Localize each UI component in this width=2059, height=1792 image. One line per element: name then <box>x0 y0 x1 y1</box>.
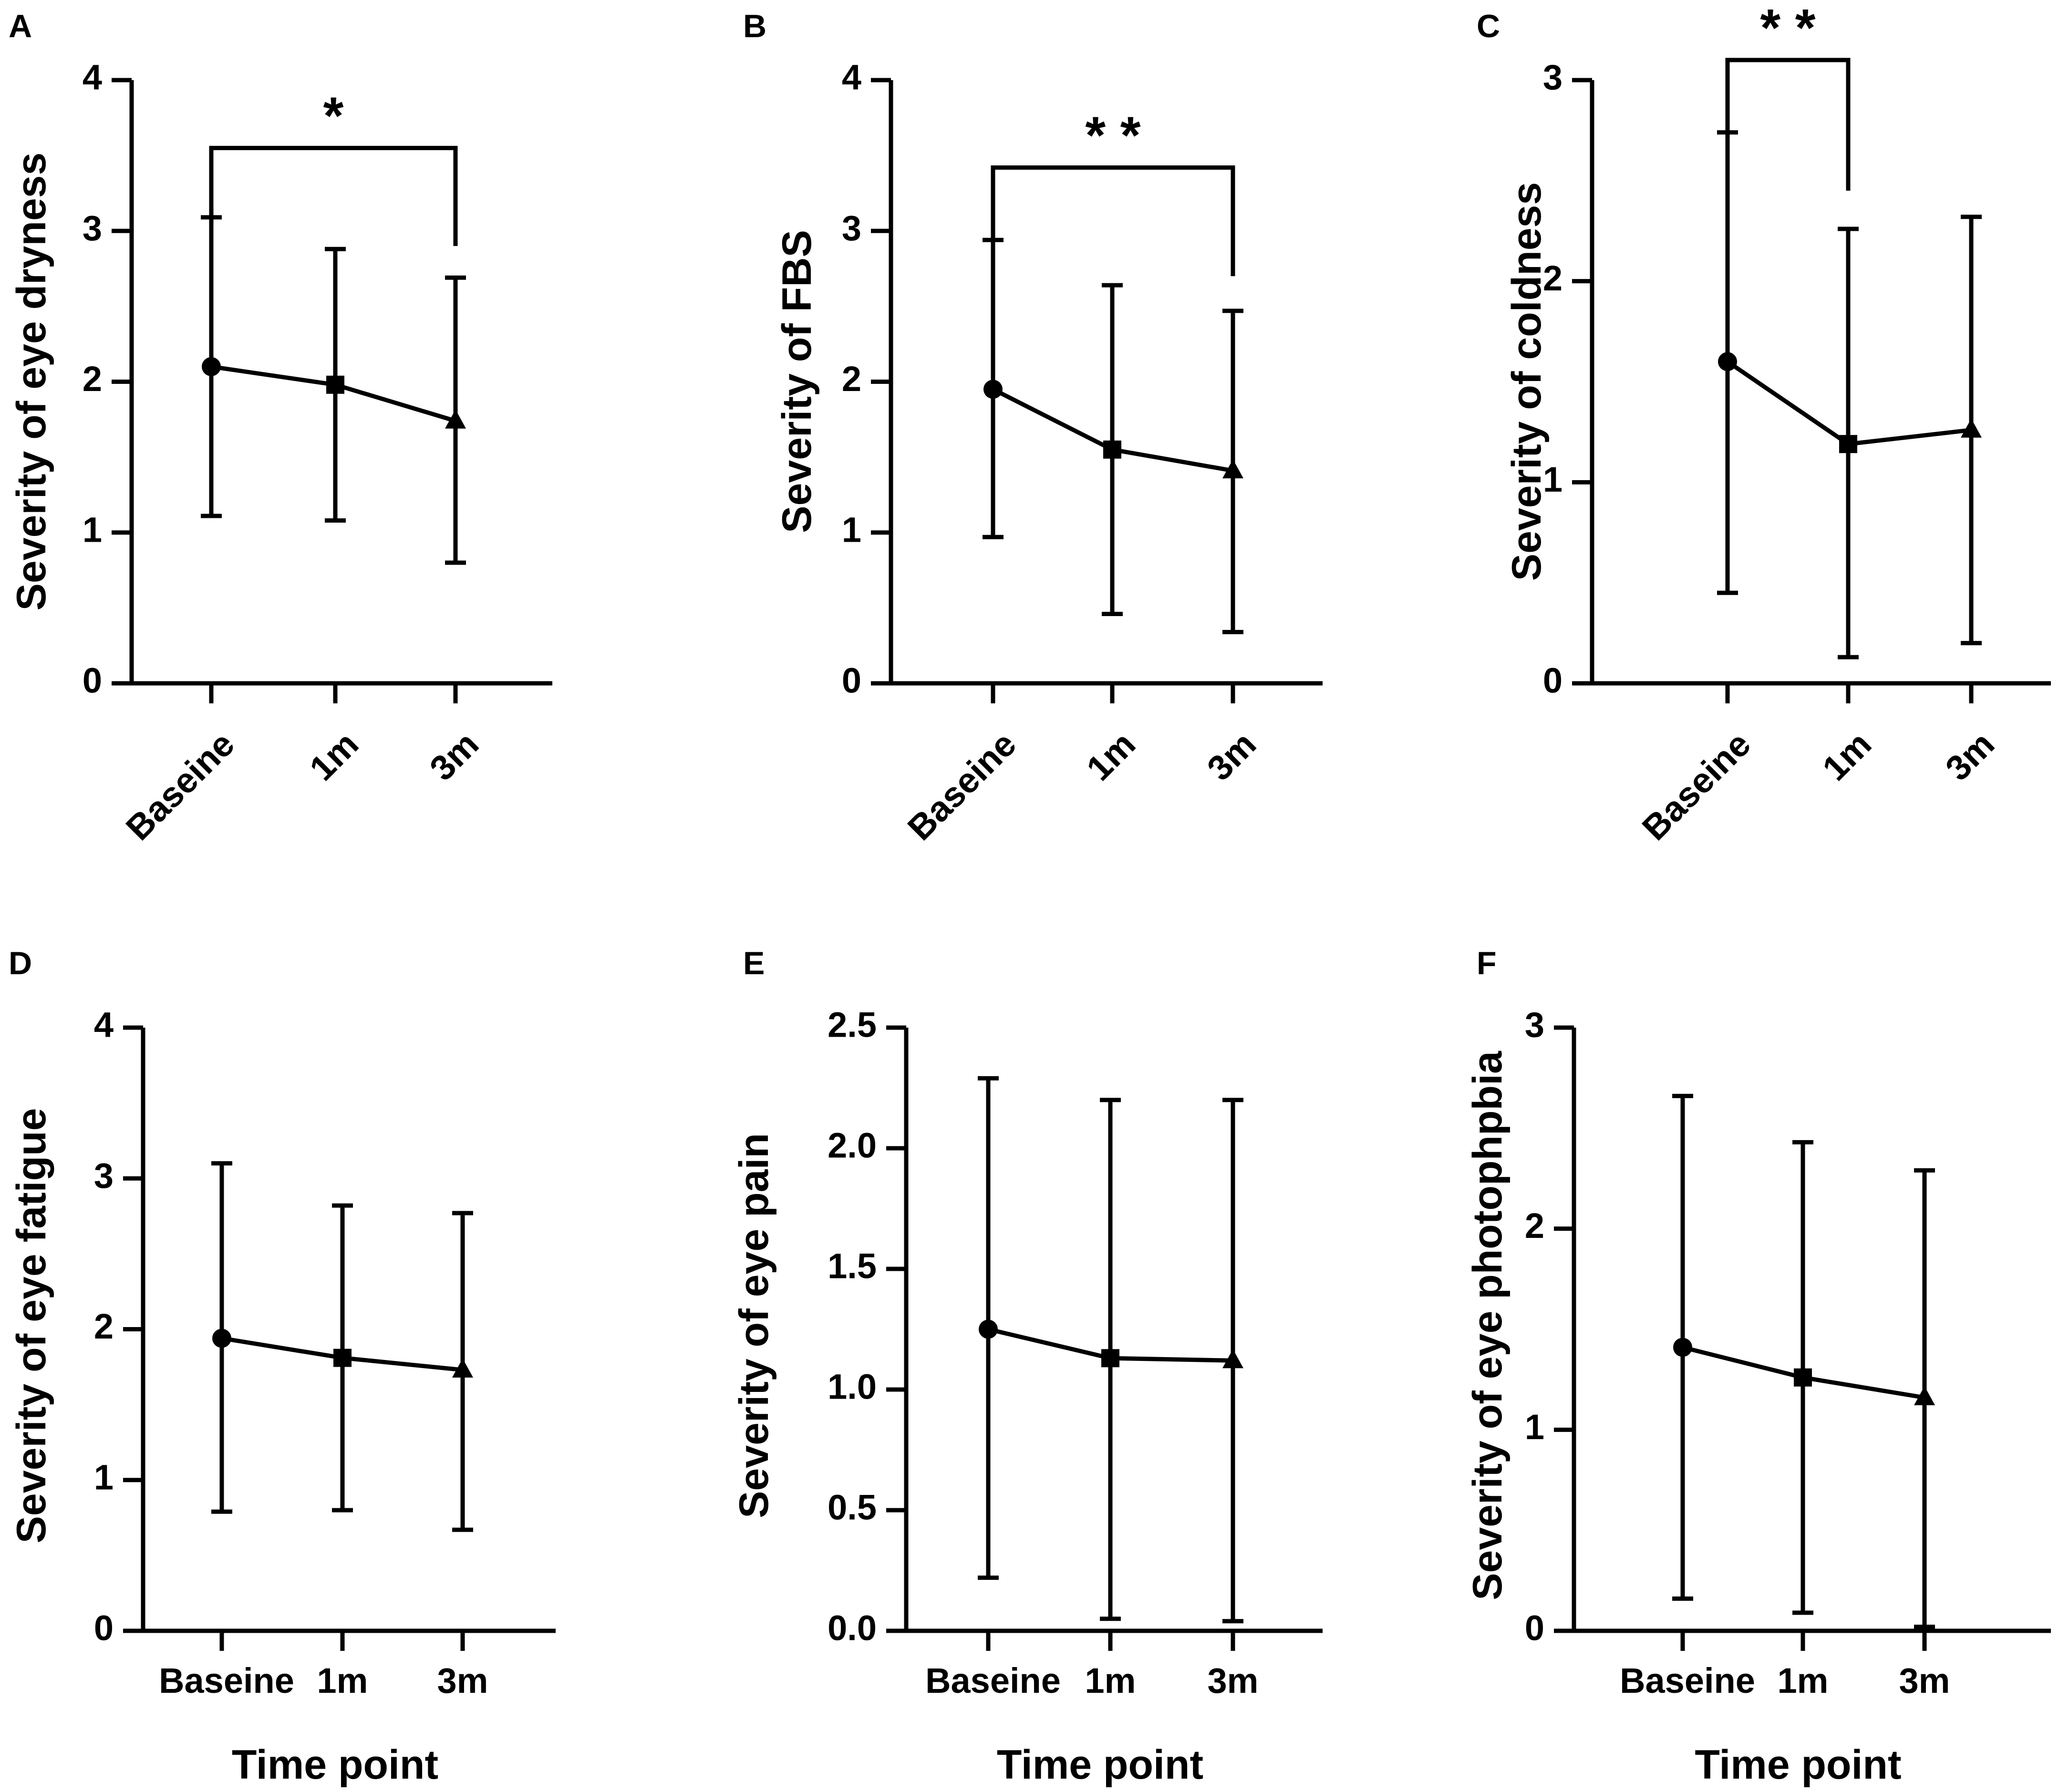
y-tick-label: 2 <box>842 359 861 399</box>
y-tick-label: 2.5 <box>828 1005 877 1045</box>
y-tick-label: 4 <box>94 1005 114 1045</box>
x-tick-label: 3m <box>1899 1661 1950 1700</box>
y-tick-label: 1 <box>842 510 861 549</box>
y-tick-label: 1 <box>1543 460 1562 499</box>
x-tick-label: 3m <box>437 1661 488 1700</box>
data-point-square <box>333 1349 352 1367</box>
y-tick-label: 4 <box>83 58 102 97</box>
data-point-circle <box>202 357 221 376</box>
y-tick-label: 0 <box>842 661 861 700</box>
data-point-triangle <box>1222 459 1243 479</box>
x-tick-label: Baseine <box>925 1661 1061 1700</box>
x-tick-label: Baseine <box>900 724 1024 848</box>
y-tick-label: 0.0 <box>828 1608 877 1648</box>
significance-bracket <box>991 165 1235 277</box>
significance-bracket <box>1725 58 1851 191</box>
x-tick-label: 3m <box>422 724 486 788</box>
panel-label: C <box>1477 8 1500 44</box>
y-tick-label: 3 <box>94 1156 114 1195</box>
x-tick-label: 1m <box>317 1661 368 1700</box>
significance-label: * <box>323 86 344 145</box>
data-point-circle <box>983 380 1003 399</box>
panel-b: B 0 1 2 3 4 Baseine 1m 3m Severity of FBS * * <box>743 8 1323 848</box>
panel-e: E 0.0 0.5 1.0 1.5 2.0 2.5 Baseine 1m 3m Severity o… <box>731 945 1323 1788</box>
y-tick-label: 1 <box>1525 1407 1544 1447</box>
x-tick-label: 1m <box>1085 1661 1136 1700</box>
data-point-square <box>1839 435 1857 453</box>
x-tick-label: Baseine <box>1620 1661 1755 1700</box>
y-axis-label: Severity of eye fatigue <box>9 1108 54 1544</box>
data-point-square <box>1101 1349 1119 1368</box>
data-point-triangle <box>1961 418 1982 438</box>
x-tick-label: 3m <box>1200 724 1263 788</box>
y-tick-label: 2 <box>83 359 102 399</box>
panel-label: E <box>743 945 765 981</box>
data-point-triangle <box>452 1358 473 1378</box>
x-tick-label: Baseine <box>118 724 242 848</box>
significance-label: * * <box>1760 0 1815 57</box>
y-axis-label: Severity of eye photophpbia <box>1465 1050 1511 1600</box>
panel-label: F <box>1477 945 1497 981</box>
x-tick-label: 1m <box>302 724 366 788</box>
data-point-triangle <box>1222 1349 1243 1369</box>
data-point-triangle <box>445 409 466 429</box>
data-point-square <box>1794 1368 1812 1387</box>
x-tick-label: Baseine <box>1635 724 1758 848</box>
y-axis-label: Severity of coldness <box>1504 182 1550 581</box>
x-axis-label: Time point <box>1695 1742 1901 1788</box>
x-tick-label: 3m <box>1208 1661 1259 1700</box>
x-tick-label: 1m <box>1079 724 1143 788</box>
data-point-triangle <box>1914 1386 1935 1405</box>
y-tick-label: 0.5 <box>828 1488 877 1527</box>
x-tick-label: Baseine <box>159 1661 294 1700</box>
panel-c: C 0 1 2 3 Baseine 1m 3m Severity of coldness * * <box>1477 0 2051 848</box>
y-tick-label: 3 <box>1525 1005 1544 1045</box>
y-tick-label: 0 <box>1525 1608 1544 1648</box>
panel-label: D <box>9 945 32 981</box>
y-axis-label: Severity of eye dryness <box>9 153 54 611</box>
y-tick-label: 1.0 <box>828 1367 877 1407</box>
y-tick-label: 2 <box>1525 1206 1544 1246</box>
y-tick-label: 3 <box>1543 58 1562 97</box>
significance-label: * * <box>1085 106 1140 165</box>
y-tick-label: 3 <box>842 208 861 248</box>
x-tick-label: 1m <box>1815 724 1879 788</box>
y-tick-label: 2 <box>1543 258 1562 298</box>
y-tick-label: 0 <box>83 661 102 700</box>
y-tick-label: 2.0 <box>828 1126 877 1165</box>
y-axis-label: Severity of eye pain <box>731 1133 777 1518</box>
y-tick-label: 0 <box>94 1608 114 1648</box>
panel-label: A <box>9 8 32 44</box>
y-axis-label: Severity of FBS <box>774 230 820 533</box>
data-point-circle <box>1673 1338 1692 1357</box>
x-tick-label: 3m <box>1938 724 2002 788</box>
panel-label: B <box>743 8 766 44</box>
data-point-circle <box>1718 352 1737 371</box>
y-tick-label: 1 <box>83 510 102 549</box>
panel-a: A 0 1 2 3 4 Baseine 1m 3m Severity of eye dryness… <box>9 8 552 848</box>
data-point-square <box>326 375 344 394</box>
y-tick-label: 4 <box>842 58 861 97</box>
x-tick-label: 1m <box>1778 1661 1829 1700</box>
y-tick-label: 0 <box>1543 661 1562 700</box>
significance-bracket <box>209 145 458 246</box>
data-point-circle <box>979 1319 998 1339</box>
panel-d: D 0 1 2 3 4 Baseine 1m 3m Severity of eye fatigue… <box>9 945 556 1788</box>
y-tick-label: 2 <box>94 1307 114 1346</box>
data-point-square <box>1103 440 1121 459</box>
y-tick-label: 1 <box>94 1457 114 1497</box>
x-axis-label: Time point <box>997 1742 1203 1788</box>
x-axis-label: Time point <box>232 1742 438 1788</box>
y-tick-label: 3 <box>83 208 102 248</box>
panel-f: F 0 1 2 3 Baseine 1m 3m Severity of eye photophp… <box>1465 945 2051 1788</box>
y-tick-label: 1.5 <box>828 1246 877 1286</box>
data-point-circle <box>212 1329 231 1348</box>
